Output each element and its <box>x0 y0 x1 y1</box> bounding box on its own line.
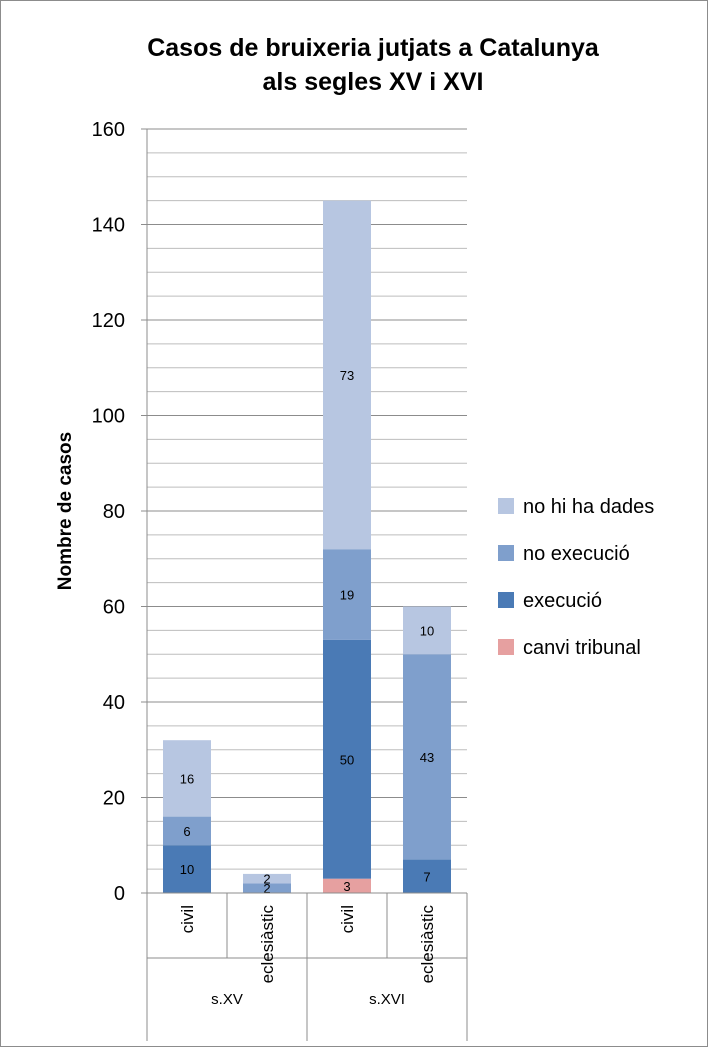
y-tick-label: 60 <box>103 597 125 619</box>
bars: 10 6 16 22 3 50 19 73 7 43 10 <box>163 200 451 896</box>
data-label: 2 <box>263 881 270 896</box>
y-tick-label: 20 <box>103 788 125 810</box>
data-label: 2 <box>263 872 270 887</box>
x-group-label: s.XVI <box>369 991 405 1008</box>
legend-swatch <box>498 592 514 608</box>
legend-swatch <box>498 545 514 561</box>
bar-segment <box>323 200 371 550</box>
y-axis-ticks: 0 20 40 60 80 100 120 140 160 <box>92 119 148 905</box>
bar-segment <box>323 549 371 640</box>
data-label: 3 <box>343 879 350 894</box>
legend-label: no hi ha dades <box>523 496 654 518</box>
data-label: 10 <box>180 862 194 877</box>
legend-swatch <box>498 498 514 514</box>
data-label: 19 <box>340 588 354 603</box>
data-label: 50 <box>340 752 354 767</box>
data-label: 16 <box>180 771 194 786</box>
x-category-label: eclesiàstic <box>258 905 277 984</box>
legend-label: no execució <box>523 543 630 565</box>
bar-segment <box>163 845 211 893</box>
data-label: 10 <box>420 623 434 638</box>
data-label: 6 <box>183 824 190 839</box>
bar-segment <box>243 883 291 893</box>
y-tick-label: 160 <box>92 119 125 141</box>
bar-segment <box>403 859 451 893</box>
bar-segment <box>163 740 211 817</box>
data-label: 73 <box>340 368 354 383</box>
bar-segment <box>163 816 211 846</box>
y-tick-label: 0 <box>114 883 125 905</box>
y-tick-label: 140 <box>92 215 125 237</box>
x-category-label: eclesiàstic <box>418 905 437 984</box>
x-group-label: s.XV <box>211 991 243 1008</box>
legend-swatch <box>498 639 514 655</box>
bar-segment <box>403 654 451 860</box>
y-tick-label: 120 <box>92 310 125 332</box>
legend-label: execució <box>523 590 602 612</box>
y-tick-label: 80 <box>103 501 125 523</box>
chart-title-line-1: Casos de bruixeria jutjats a Catalunya <box>147 34 600 62</box>
y-tick-label: 100 <box>92 406 125 428</box>
x-axis: civil eclesiàstic civil eclesiàstic s.XV s.XV… <box>146 892 468 1041</box>
bar-segment <box>323 878 371 893</box>
legend: no hi ha dades no execució execució canvi t… <box>498 496 654 659</box>
y-tick-label: 40 <box>103 692 125 714</box>
chart-title-line-2: als segles XV i XVI <box>263 68 484 96</box>
y-axis-label: Nombre de casos <box>55 432 76 590</box>
x-category-label: civil <box>338 905 357 933</box>
legend-label: canvi tribunal <box>523 637 641 659</box>
x-category-label: civil <box>178 905 197 933</box>
data-label: 7 <box>423 869 430 884</box>
bar-segment <box>403 606 451 655</box>
bar-segment <box>323 639 371 879</box>
data-label: 43 <box>420 750 434 765</box>
bar-segment <box>243 873 291 884</box>
